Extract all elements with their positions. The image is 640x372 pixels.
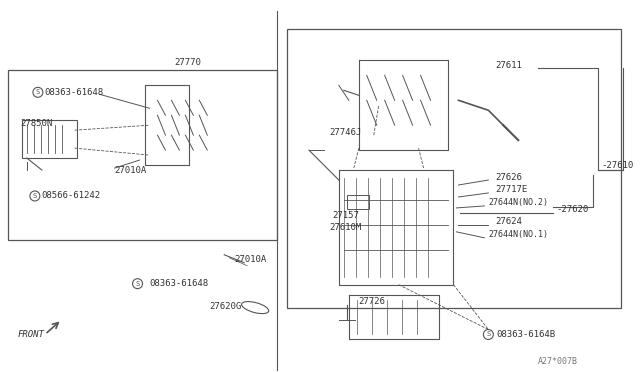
Text: -27610: -27610 bbox=[601, 161, 633, 170]
Text: 27620G: 27620G bbox=[209, 302, 241, 311]
Text: FRONT: FRONT bbox=[18, 330, 45, 339]
Text: S: S bbox=[486, 331, 490, 337]
Text: 27726: 27726 bbox=[359, 297, 386, 306]
Text: 27626: 27626 bbox=[495, 173, 522, 182]
Text: 27610M: 27610M bbox=[329, 223, 361, 232]
Text: 08363-61648: 08363-61648 bbox=[45, 88, 104, 97]
Text: 27010A: 27010A bbox=[234, 255, 266, 264]
Text: S: S bbox=[136, 280, 140, 287]
Text: 27770: 27770 bbox=[175, 58, 202, 67]
Text: S: S bbox=[36, 89, 40, 95]
Text: 27850N: 27850N bbox=[20, 119, 52, 128]
Text: A27*007B: A27*007B bbox=[538, 357, 578, 366]
Text: -27620: -27620 bbox=[556, 205, 588, 214]
Text: 08363-6164B: 08363-6164B bbox=[496, 330, 556, 339]
Text: 27644N(NO.1): 27644N(NO.1) bbox=[488, 230, 548, 239]
Text: 27611: 27611 bbox=[495, 61, 522, 70]
Text: 27624: 27624 bbox=[495, 217, 522, 227]
Bar bbox=[8, 70, 277, 240]
Bar bbox=[22, 120, 77, 158]
Bar bbox=[347, 195, 369, 209]
Ellipse shape bbox=[241, 302, 269, 314]
Text: 27010A: 27010A bbox=[115, 166, 147, 174]
Text: S: S bbox=[33, 193, 37, 199]
Text: 27157: 27157 bbox=[332, 211, 359, 220]
Text: 27746J: 27746J bbox=[329, 128, 361, 137]
Text: 08566-61242: 08566-61242 bbox=[42, 192, 101, 201]
Text: 27644N(NO.2): 27644N(NO.2) bbox=[488, 198, 548, 208]
Text: 08363-61648: 08363-61648 bbox=[150, 279, 209, 288]
Bar bbox=[287, 29, 621, 308]
Text: 27717E: 27717E bbox=[495, 186, 527, 195]
